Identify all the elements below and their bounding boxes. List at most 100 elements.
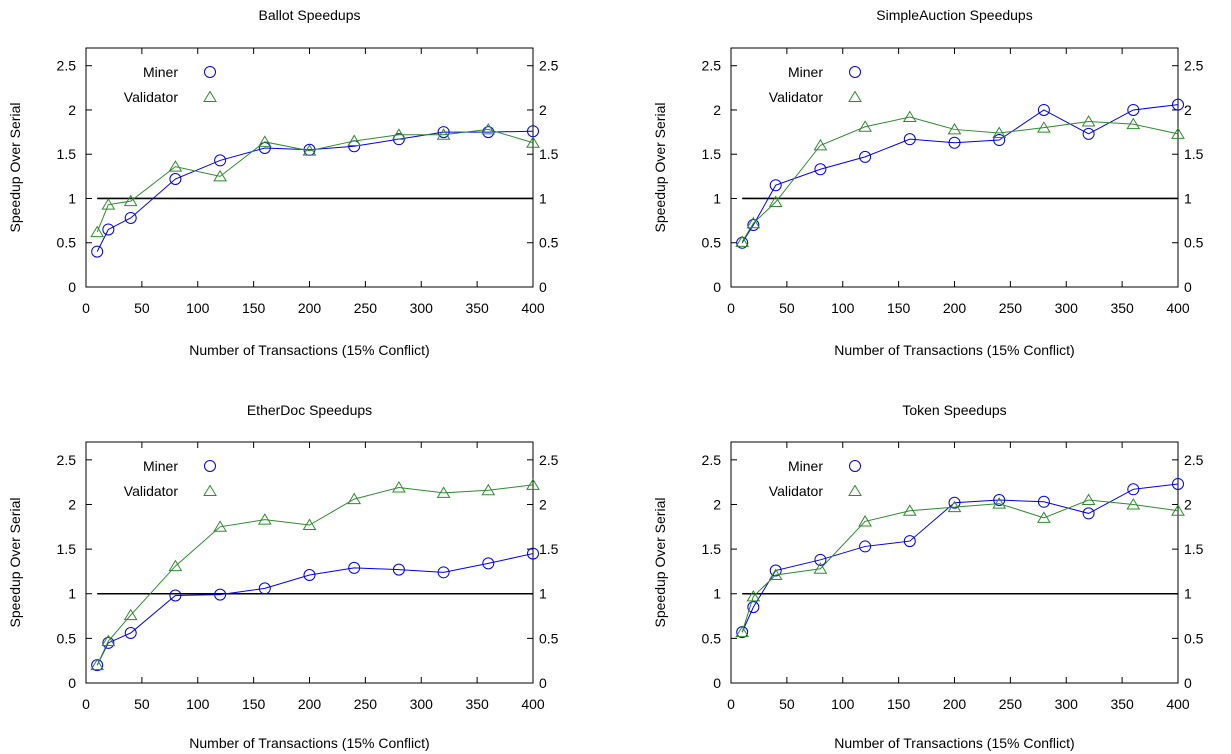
data-point-validator [257, 135, 272, 147]
y-axis-label: Speedup Over Serial [652, 103, 668, 233]
y2-tick-label: 2.5 [539, 58, 559, 74]
data-point-validator [746, 589, 761, 602]
legend-label-miner: Miner [788, 458, 823, 474]
data-point-validator [347, 134, 362, 146]
data-point-validator [813, 562, 828, 574]
x-tick-label: 250 [999, 696, 1023, 712]
x-tick-label: 0 [82, 696, 90, 712]
x-tick-label: 200 [943, 696, 967, 712]
data-point-validator [526, 478, 540, 490]
data-point-validator [768, 195, 783, 208]
y-tick-label: 1.5 [57, 146, 77, 162]
data-point-miner [169, 589, 182, 602]
x-tick-label: 200 [298, 696, 322, 712]
y-axis-label: Speedup Over Serial [7, 103, 23, 233]
data-point-miner [1037, 495, 1050, 508]
data-point-validator [302, 518, 317, 531]
y-tick-label: 0 [713, 675, 721, 691]
y-tick-label: 2.5 [702, 452, 722, 468]
data-point-validator [257, 513, 272, 525]
y-tick-label: 0 [68, 675, 76, 691]
chart-title: SimpleAuction Speedups [876, 7, 1032, 23]
data-point-miner [903, 133, 916, 146]
y2-tick-label: 0 [1184, 675, 1192, 691]
data-point-miner [392, 563, 405, 576]
x-tick-label: 300 [410, 300, 434, 316]
y-tick-label: 1 [68, 190, 76, 206]
data-point-miner [1127, 483, 1140, 496]
y2-tick-label: 1 [539, 586, 547, 602]
y2-tick-label: 0.5 [1184, 235, 1204, 251]
x-tick-label: 50 [779, 300, 795, 316]
legend-label-miner: Miner [788, 64, 823, 80]
data-point-validator [392, 481, 406, 493]
y-tick-label: 0.5 [702, 235, 722, 251]
legend-marker-validator [203, 90, 217, 102]
data-point-miner [102, 636, 115, 649]
data-point-validator [858, 120, 872, 132]
y-tick-label: 1.5 [702, 146, 722, 162]
data-point-validator [101, 198, 116, 210]
data-point-miner [1037, 103, 1050, 116]
data-point-miner [769, 179, 782, 192]
legend-label-validator: Validator [124, 483, 179, 499]
data-point-validator [436, 128, 451, 140]
y2-tick-label: 0.5 [1184, 630, 1204, 646]
chart-title: Token Speedups [902, 402, 1006, 418]
y2-tick-label: 0 [539, 675, 547, 691]
legend-marker-validator [848, 90, 862, 102]
x-tick-label: 350 [465, 696, 489, 712]
y-tick-label: 2.5 [57, 58, 77, 74]
x-axis-label: Number of Transactions (15% Conflict) [189, 342, 429, 358]
y-tick-label: 1.5 [702, 541, 722, 557]
data-point-validator [90, 225, 105, 238]
x-tick-label: 100 [186, 300, 210, 316]
series-line-miner [96, 553, 534, 666]
y-tick-label: 1.5 [57, 541, 77, 557]
data-point-validator [123, 194, 138, 207]
data-point-validator [302, 144, 317, 156]
x-axis-label: Number of Transactions (15% Conflict) [834, 735, 1074, 751]
legend-marker-miner [849, 460, 861, 472]
y2-tick-label: 1.5 [1184, 146, 1204, 162]
legend-marker-validator [203, 484, 217, 496]
x-tick-label: 400 [521, 696, 545, 712]
y2-tick-label: 0.5 [539, 630, 559, 646]
legend-marker-validator [848, 484, 862, 496]
series-line-miner [741, 104, 1179, 244]
x-tick-label: 50 [134, 696, 150, 712]
series-line-validator [741, 116, 1179, 243]
y2-tick-label: 1 [539, 190, 547, 206]
y2-tick-label: 2.5 [1184, 452, 1204, 468]
chart-title: EtherDoc Speedups [247, 402, 372, 418]
chart-panel: Ballot Speedups Number of Transactions (1… [7, 7, 559, 358]
legend-label-validator: Validator [769, 89, 824, 105]
data-point-validator [992, 126, 1007, 138]
y2-tick-label: 1.5 [539, 146, 559, 162]
data-point-miner [903, 535, 916, 548]
y2-tick-label: 2 [1184, 102, 1192, 118]
plot-frame [85, 47, 534, 288]
x-tick-label: 150 [242, 300, 266, 316]
chart-panel: EtherDoc Speedups Number of Transactions … [7, 402, 559, 751]
x-tick-label: 250 [354, 300, 378, 316]
x-tick-label: 300 [410, 696, 434, 712]
plot-frame [730, 441, 1179, 684]
legend-label-validator: Validator [769, 483, 824, 499]
data-point-validator [101, 634, 116, 647]
x-tick-label: 400 [1166, 696, 1190, 712]
data-point-miner [482, 557, 495, 570]
data-point-validator [90, 658, 105, 671]
legend-label-validator: Validator [124, 89, 179, 105]
data-point-miner [859, 150, 872, 163]
y-tick-label: 2 [68, 496, 76, 512]
data-point-validator [168, 160, 183, 172]
y-tick-label: 0 [68, 279, 76, 295]
y2-tick-label: 1.5 [1184, 541, 1204, 557]
x-tick-label: 0 [82, 300, 90, 316]
y-tick-label: 2.5 [702, 58, 722, 74]
data-point-validator [1171, 127, 1185, 139]
x-tick-label: 0 [727, 696, 735, 712]
x-tick-label: 250 [354, 696, 378, 712]
